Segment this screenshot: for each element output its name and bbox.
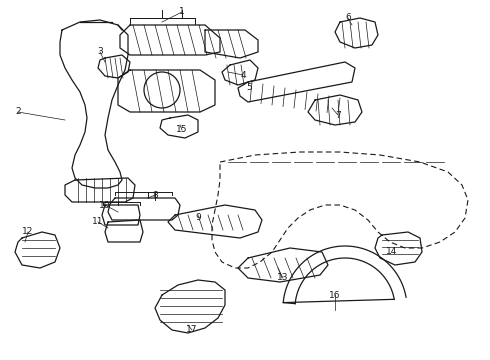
Text: 3: 3: [97, 48, 103, 57]
Text: 10: 10: [99, 201, 111, 210]
Text: 14: 14: [386, 248, 398, 256]
Text: 11: 11: [92, 217, 104, 226]
Text: 13: 13: [277, 274, 289, 283]
Text: 4: 4: [240, 71, 246, 80]
Text: 17: 17: [186, 325, 198, 334]
Text: 15: 15: [176, 126, 188, 135]
Text: 7: 7: [335, 111, 341, 120]
Text: 1: 1: [179, 8, 185, 17]
Text: 5: 5: [246, 84, 252, 93]
Text: 16: 16: [329, 291, 341, 300]
Text: 8: 8: [152, 190, 158, 199]
Text: 12: 12: [23, 228, 34, 237]
Text: 9: 9: [195, 213, 201, 222]
Text: 6: 6: [345, 13, 351, 22]
Text: 2: 2: [15, 108, 21, 117]
